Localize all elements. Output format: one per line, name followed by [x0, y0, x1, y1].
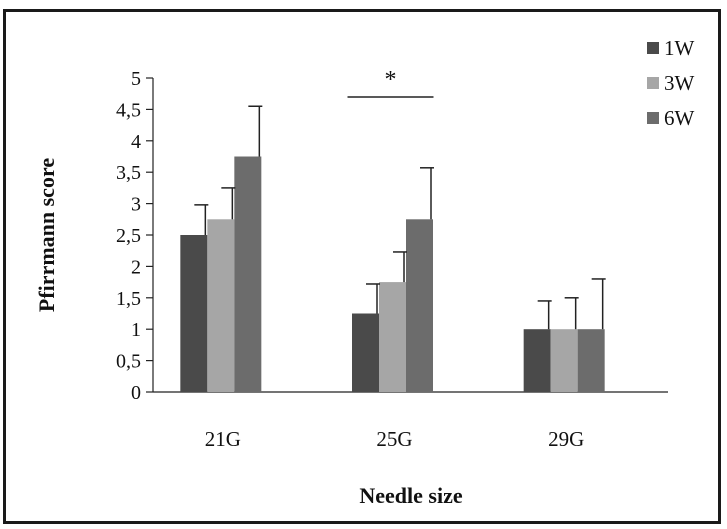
- chart-frame: [3, 9, 721, 524]
- y-tick-label: 3: [131, 194, 141, 216]
- bar: [523, 329, 551, 392]
- x-axis: 21G 25G 29G: [153, 391, 668, 451]
- x-axis-title: Needle size: [359, 483, 462, 508]
- legend-swatch: [647, 112, 659, 124]
- bar: [406, 219, 433, 392]
- significance-marker: *: [385, 67, 397, 93]
- annotations: *: [347, 67, 434, 98]
- bar: [550, 329, 578, 392]
- bars: [180, 156, 605, 392]
- y-tick-label: 3,5: [116, 162, 141, 184]
- legend: 1W 3W 6W: [647, 36, 695, 130]
- y-axis-title: Pfirrmann score: [34, 158, 59, 312]
- bar: [379, 282, 406, 392]
- bar: [234, 156, 262, 392]
- y-axis: 0 0,5 1 1,5 2 2,5 3 3,5 4 4,5 5: [116, 68, 154, 404]
- x-tick-label: 29G: [548, 427, 584, 451]
- y-tick-label: 4: [131, 131, 141, 153]
- legend-swatch: [647, 77, 659, 89]
- bar: [180, 235, 208, 392]
- bar: [207, 219, 235, 392]
- y-tick-label: 0: [131, 382, 141, 404]
- x-tick-label: 25G: [376, 427, 412, 451]
- y-tick-label: 2,5: [116, 225, 141, 247]
- legend-label: 1W: [664, 36, 695, 60]
- error-bars: [194, 105, 606, 330]
- bar: [577, 329, 605, 392]
- y-tick-label: 5: [131, 68, 141, 90]
- y-tick-label: 2: [131, 256, 141, 278]
- legend-swatch: [647, 42, 659, 54]
- y-tick-label: 4,5: [116, 99, 141, 121]
- bar: [352, 313, 379, 392]
- y-tick-label: 0,5: [116, 351, 141, 373]
- y-tick-label: 1,5: [116, 288, 141, 310]
- y-tick-label: 1: [131, 319, 141, 341]
- x-tick-label: 21G: [205, 427, 241, 451]
- legend-label: 6W: [664, 106, 695, 130]
- legend-label: 3W: [664, 71, 695, 95]
